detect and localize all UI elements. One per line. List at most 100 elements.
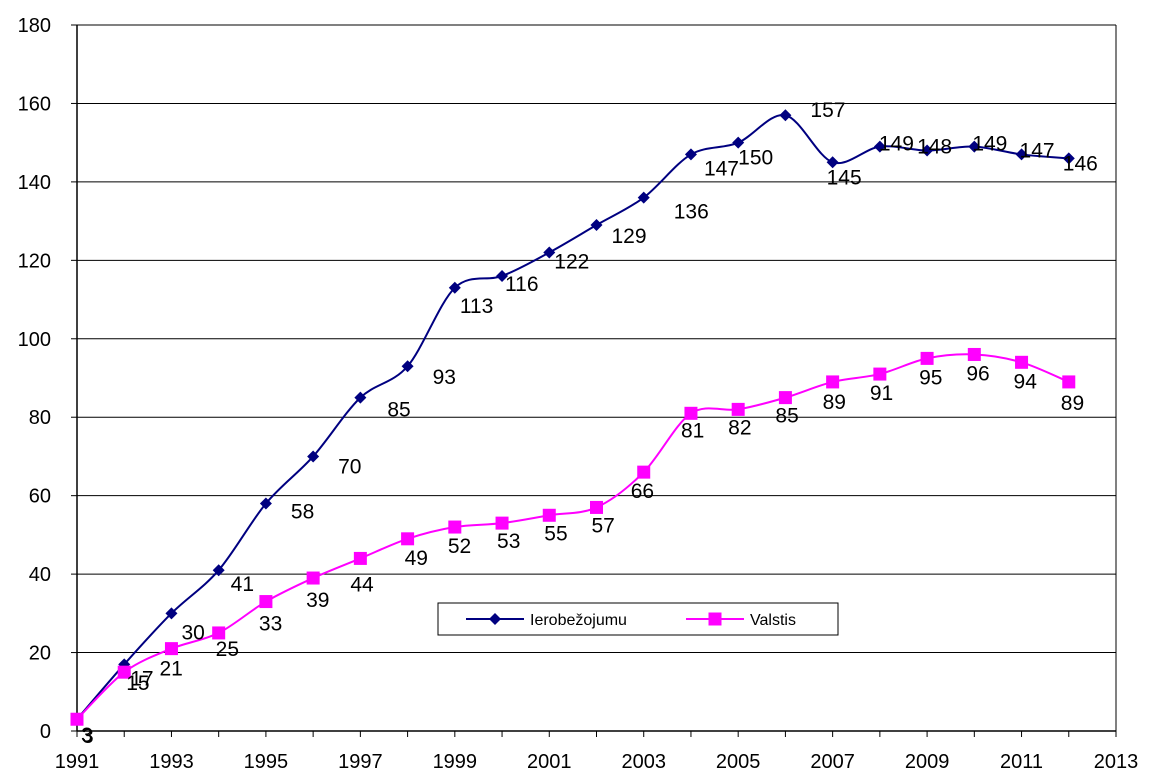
data-point [353,551,367,565]
x-tick-label: 2011 [1000,751,1043,773]
data-label: 55 [544,522,567,545]
data-label: 70 [338,455,361,478]
data-label: 149 [972,133,1007,156]
data-point [401,360,414,373]
data-label: 145 [827,166,862,189]
data-label: 93 [433,366,456,389]
data-label: 3 [81,724,93,747]
y-tick-label: 80 [29,407,51,429]
y-tick-label: 140 [18,172,51,194]
data-point [826,375,840,389]
data-label: 147 [1020,139,1055,162]
series-line [76,353,1070,720]
data-point [259,497,272,510]
data-label: 129 [612,225,647,248]
axes: 0 20 40 60 80 100 120 140 160 180 1991 1993 1995 1997… [18,15,1139,773]
data-point [354,391,367,404]
x-tick-label: 1993 [149,751,194,773]
data-label: 81 [681,419,704,442]
data-point [732,136,745,149]
data-point [778,391,792,405]
data-point [70,712,84,726]
data-point [873,367,887,381]
y-tick-label: 160 [18,93,51,115]
legend: Ierobežojumu Valstis [437,602,839,636]
data-point [1015,148,1028,161]
data-point [448,520,462,534]
data-label: 94 [1014,370,1038,393]
data-point [1062,375,1076,389]
data-point [542,508,556,522]
data-label: 85 [775,405,798,428]
data-point [1062,152,1075,165]
data-label: 113 [460,295,493,318]
data-point [1015,355,1029,369]
data-point [637,191,650,204]
data-point [590,219,603,232]
data-label: 66 [631,480,654,503]
data-point [967,347,981,361]
data-point [590,500,603,514]
x-tick-label: 2009 [905,751,950,773]
data-point [684,406,698,420]
data-point [164,642,178,656]
y-tick-label: 20 [29,643,51,665]
data-label: 91 [870,382,893,405]
x-tick-label: 1997 [338,751,383,773]
data-point [212,626,226,640]
data-point [779,109,792,122]
data-label: 15 [126,672,149,695]
data-point [306,571,320,585]
y-tick-label: 180 [18,15,51,37]
data-label: 39 [306,589,329,612]
y-tick-label: 0 [40,721,51,743]
data-label: 149 [879,133,914,156]
gridlines [77,24,1117,731]
x-tick-label: 2013 [1094,751,1139,773]
data-point [259,595,273,609]
data-label: 58 [291,501,314,524]
legend-marker [489,613,501,625]
data-point [920,351,934,365]
data-label: 82 [728,416,751,439]
data-point [543,246,556,259]
data-label: 3 [82,725,94,748]
x-tick-label: 2001 [527,751,572,773]
data-label: 33 [259,613,282,636]
data-label: 44 [350,573,374,596]
data-label: 89 [1061,392,1084,415]
data-point [684,148,697,161]
legend-label: Valstis [750,612,796,629]
data-label: 136 [674,201,709,224]
data-label: 122 [554,250,589,273]
data-label: 57 [592,514,615,537]
data-point [637,465,651,479]
data-label: 157 [810,99,845,122]
data-label: 25 [216,638,239,661]
data-label: 148 [917,136,952,159]
data-point [826,156,839,169]
x-tick-label: 1995 [244,751,289,773]
data-label: 96 [966,362,989,385]
data-point [165,607,178,620]
data-point [448,281,461,294]
data-label: 17 [130,667,153,690]
y-tick-label: 40 [29,564,51,586]
x-tick-label: 2007 [810,751,855,773]
legend-marker [708,612,722,626]
data-label: 150 [738,147,773,170]
data-label: 49 [405,547,428,570]
data-label: 52 [448,535,471,558]
data-point [496,270,509,283]
series-markers [70,109,1076,726]
data-point [117,665,131,679]
x-tick-label: 2005 [716,751,761,773]
data-label: 146 [1063,152,1098,175]
data-label: 147 [704,157,739,180]
data-label: 95 [919,366,942,389]
legend-label: Ierobežojumu [530,612,627,629]
y-tick-label: 100 [18,329,51,351]
data-point [401,532,415,546]
